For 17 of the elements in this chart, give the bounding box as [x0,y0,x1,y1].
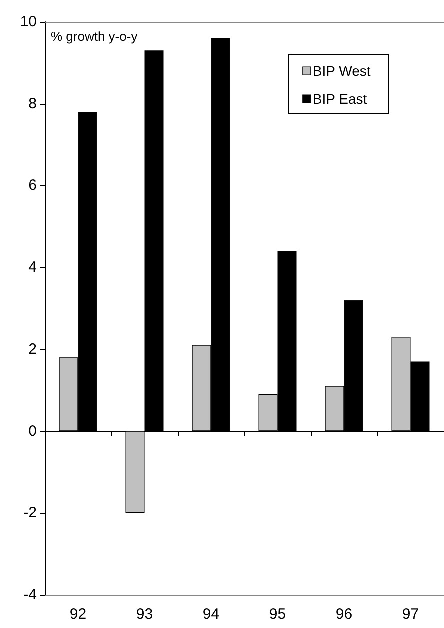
y-tick-label: 6 [28,177,37,194]
annotation: % growth y-o-y [51,29,138,44]
y-tick-label: 8 [28,95,37,112]
x-tick-label: 92 [70,606,87,623]
y-tick-label: 2 [28,340,37,358]
y-tick-label: 0 [28,422,37,440]
y-tick-label: 10 [20,14,37,30]
y-tick-label: -4 [24,586,37,604]
y-tick-label: -2 [24,504,37,522]
y-tick-label: 4 [28,259,37,276]
x-tick-label: 96 [336,606,353,623]
legend-label: BIP East [312,91,368,107]
x-tick-label: 95 [269,606,286,623]
x-tick-label: 94 [202,606,220,623]
legend-label: BIP West [312,63,371,79]
x-tick-label: 97 [402,606,420,623]
x-tick-label: 93 [136,606,154,623]
